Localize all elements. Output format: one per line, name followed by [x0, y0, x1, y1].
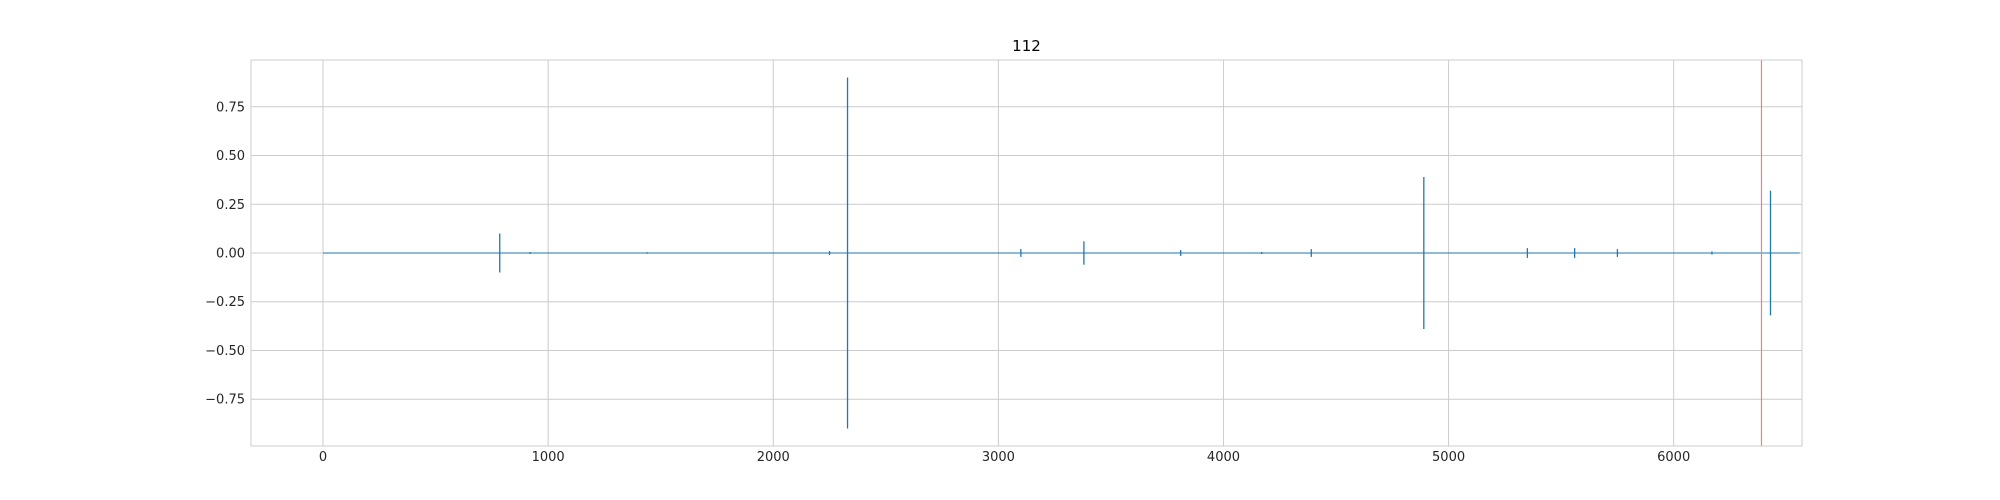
x-axis-ticks: 0 1000 2000 3000 4000 5000 6000 [319, 450, 1690, 465]
y-tick-label: −0.75 [205, 393, 245, 408]
y-tick-label: 0.75 [216, 100, 245, 115]
plot-frame [250, 59, 1803, 447]
y-tick-label: −0.50 [205, 344, 245, 359]
signal-series [323, 77, 1800, 429]
y-tick-label: 0.00 [216, 247, 245, 262]
y-tick-label: 0.25 [216, 198, 245, 213]
y-axis-ticks: 0.75 0.50 0.25 0.00 −0.25 −0.50 −0.75 [205, 100, 245, 407]
x-tick-label: 2000 [757, 450, 790, 465]
chart-title: 112 [1012, 37, 1041, 55]
x-tick-label: 6000 [1657, 450, 1690, 465]
x-tick-label: 3000 [982, 450, 1015, 465]
x-tick-label: 4000 [1207, 450, 1240, 465]
y-tick-label: 0.50 [216, 149, 245, 164]
x-tick-label: 5000 [1432, 450, 1465, 465]
y-tick-label: −0.25 [205, 295, 245, 310]
x-tick-label: 1000 [532, 450, 565, 465]
x-tick-label: 0 [319, 450, 327, 465]
